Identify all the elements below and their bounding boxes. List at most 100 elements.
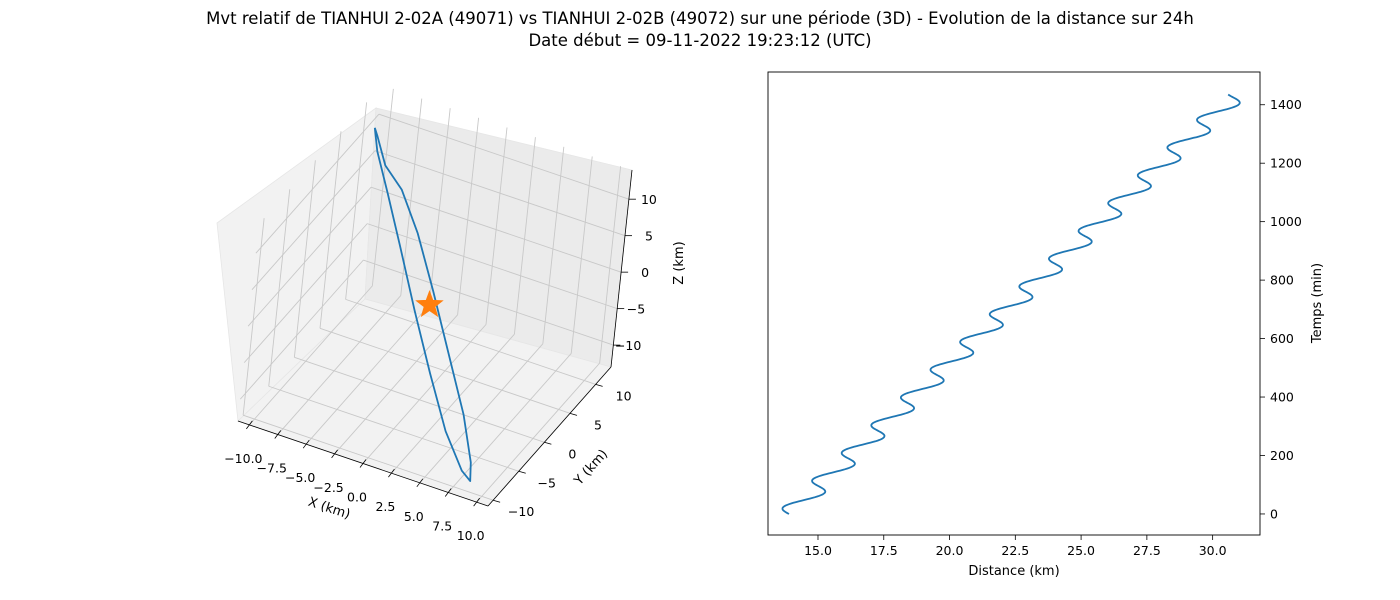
y-tick-label: 1400 [1270, 97, 1302, 112]
y-tick-label: 0 [1270, 506, 1278, 521]
grid-line-y-floor [268, 385, 519, 472]
grid-line-y-wall [268, 189, 291, 387]
y-tick-label: 5 [594, 417, 602, 432]
grid-line-x-floor [476, 362, 600, 503]
x-tick-label: 10.0 [457, 528, 485, 543]
z-axis-line [610, 169, 633, 368]
grid-line-x-floor [447, 353, 572, 493]
x-axis-label: X (km) [306, 495, 352, 523]
title-line-2: Date début = 09-11-2022 19:23:12 (UTC) [528, 31, 872, 50]
z-tick-label: 10 [641, 192, 657, 207]
grid-line-x-wall [457, 117, 480, 315]
grid-line-z-left [247, 186, 372, 327]
y-axis-line [487, 366, 612, 507]
y-tick-label: 600 [1270, 331, 1294, 346]
grid-line-x-wall [513, 137, 536, 335]
grid-line-y-floor [319, 327, 571, 414]
x-tick-label: 20.0 [936, 543, 964, 558]
grid-line-z-left [239, 259, 364, 400]
relative-trajectory-line [373, 127, 472, 482]
x-tick-label: 5.0 [404, 509, 424, 524]
x-tick-mark [444, 488, 452, 497]
x-tick-mark [246, 420, 253, 430]
z-tick-label: 5 [645, 229, 653, 244]
grid-line-z-left [251, 150, 376, 290]
figure-title: Mvt relatif de TIANHUI 2-02A (49071) vs … [0, 8, 1400, 52]
grid-line-y-wall [345, 102, 368, 300]
grid-line-x-floor [334, 314, 458, 455]
grid-line-x-floor [277, 295, 402, 435]
z-axis-label: Z (km) [672, 241, 687, 284]
x-tick-label: −10.0 [224, 451, 262, 466]
grid-line-z-left [243, 223, 368, 363]
grid-line-z-right [374, 150, 626, 237]
y-axis-label: Y (km) [571, 447, 611, 489]
z-tick-label: −5 [627, 302, 645, 317]
grid-line-x-wall [599, 166, 622, 364]
plot-frame [767, 71, 1261, 536]
y-tick-label: −5 [538, 475, 556, 490]
x-tick-label: 25.0 [1067, 543, 1095, 558]
grid-line-x-wall [428, 108, 451, 306]
x-tick-label: 2.5 [375, 499, 395, 514]
grid-line-x-wall [542, 146, 565, 344]
y-tick-label: 10 [616, 388, 632, 403]
y-tick-mark [544, 441, 552, 445]
grid-line-x-floor [362, 324, 487, 464]
grid-line-x-wall [371, 88, 394, 286]
x-tick-mark [473, 497, 480, 507]
y-tick-mark [595, 383, 603, 387]
x-tick-mark [416, 478, 424, 488]
x-tick-mark [388, 468, 395, 478]
grid-line-y-wall [242, 218, 265, 416]
x-tick-mark [274, 430, 282, 439]
grid-line-x-wall [570, 156, 593, 354]
x-tick-label: 17.5 [870, 543, 898, 558]
grid-line-y-floor [294, 356, 545, 443]
y-tick-label: 800 [1270, 273, 1294, 288]
x-tick-mark [359, 459, 367, 468]
x-ticks: 15.0 17.5 20.0 22.5 25.0 27.5 30.0 [804, 535, 1227, 558]
grid-line-y-wall [293, 160, 316, 358]
y-tick-label: 1200 [1270, 156, 1302, 171]
grid-line-x-floor [305, 304, 430, 445]
y-tick-label: −10 [508, 504, 534, 519]
plot-distance-time: 15.0 17.5 20.0 22.5 25.0 27.5 30.0 0 200 400 600 8… [767, 71, 1325, 579]
y-tick-mark [493, 499, 501, 503]
grid-line-z-right [378, 113, 630, 200]
grid-line-y-wall [319, 131, 342, 329]
plot-3d: −10.0−7.5−5.0−2.5 0.0 2.5 5.0 7.5 10.0 −10 −5 0 5… [216, 88, 687, 543]
grid-line-x-floor [249, 285, 373, 426]
y-axis-label-2d: Temps (min) [1310, 263, 1325, 344]
ticks-3d: −10.0−7.5−5.0−2.5 0.0 2.5 5.0 7.5 10.0 −10 −5 0 5… [224, 192, 657, 543]
x-tick-label: 22.5 [1001, 543, 1029, 558]
grid-line-y-floor [242, 414, 494, 501]
grid-line-x-floor [391, 333, 515, 474]
y-tick-mark [518, 470, 526, 474]
y-tick-label: 0 [568, 446, 576, 461]
title-line-1: Mvt relatif de TIANHUI 2-02A (49071) vs … [206, 9, 1194, 28]
x-axis-label-2d: Distance (km) [968, 564, 1059, 579]
grid-line-z-right [363, 259, 614, 346]
y-tick-label: 400 [1270, 390, 1294, 405]
y-tick-mark [569, 412, 578, 416]
x-tick-label: 15.0 [804, 543, 832, 558]
grid-line-x-floor [419, 343, 544, 484]
x-tick-label: −5.0 [285, 470, 315, 485]
x-tick-label: 30.0 [1199, 543, 1227, 558]
x-tick-label: −7.5 [257, 461, 287, 476]
x-tick-label: 27.5 [1133, 543, 1161, 558]
grid-line-z-left [255, 113, 380, 254]
grid-line-x-wall [485, 127, 508, 325]
y-tick-label: 200 [1270, 448, 1294, 463]
y-tick-label: 1000 [1270, 214, 1302, 229]
distance-time-line [781, 93, 1241, 515]
x-tick-label: 0.0 [347, 490, 367, 505]
x-tick-mark [302, 439, 310, 449]
grid-3d [239, 88, 630, 503]
grid-line-z-right [370, 186, 622, 273]
z-tick-label: 0 [641, 265, 649, 280]
origin-star-marker [415, 289, 444, 318]
grid-line-y-floor [345, 298, 596, 385]
